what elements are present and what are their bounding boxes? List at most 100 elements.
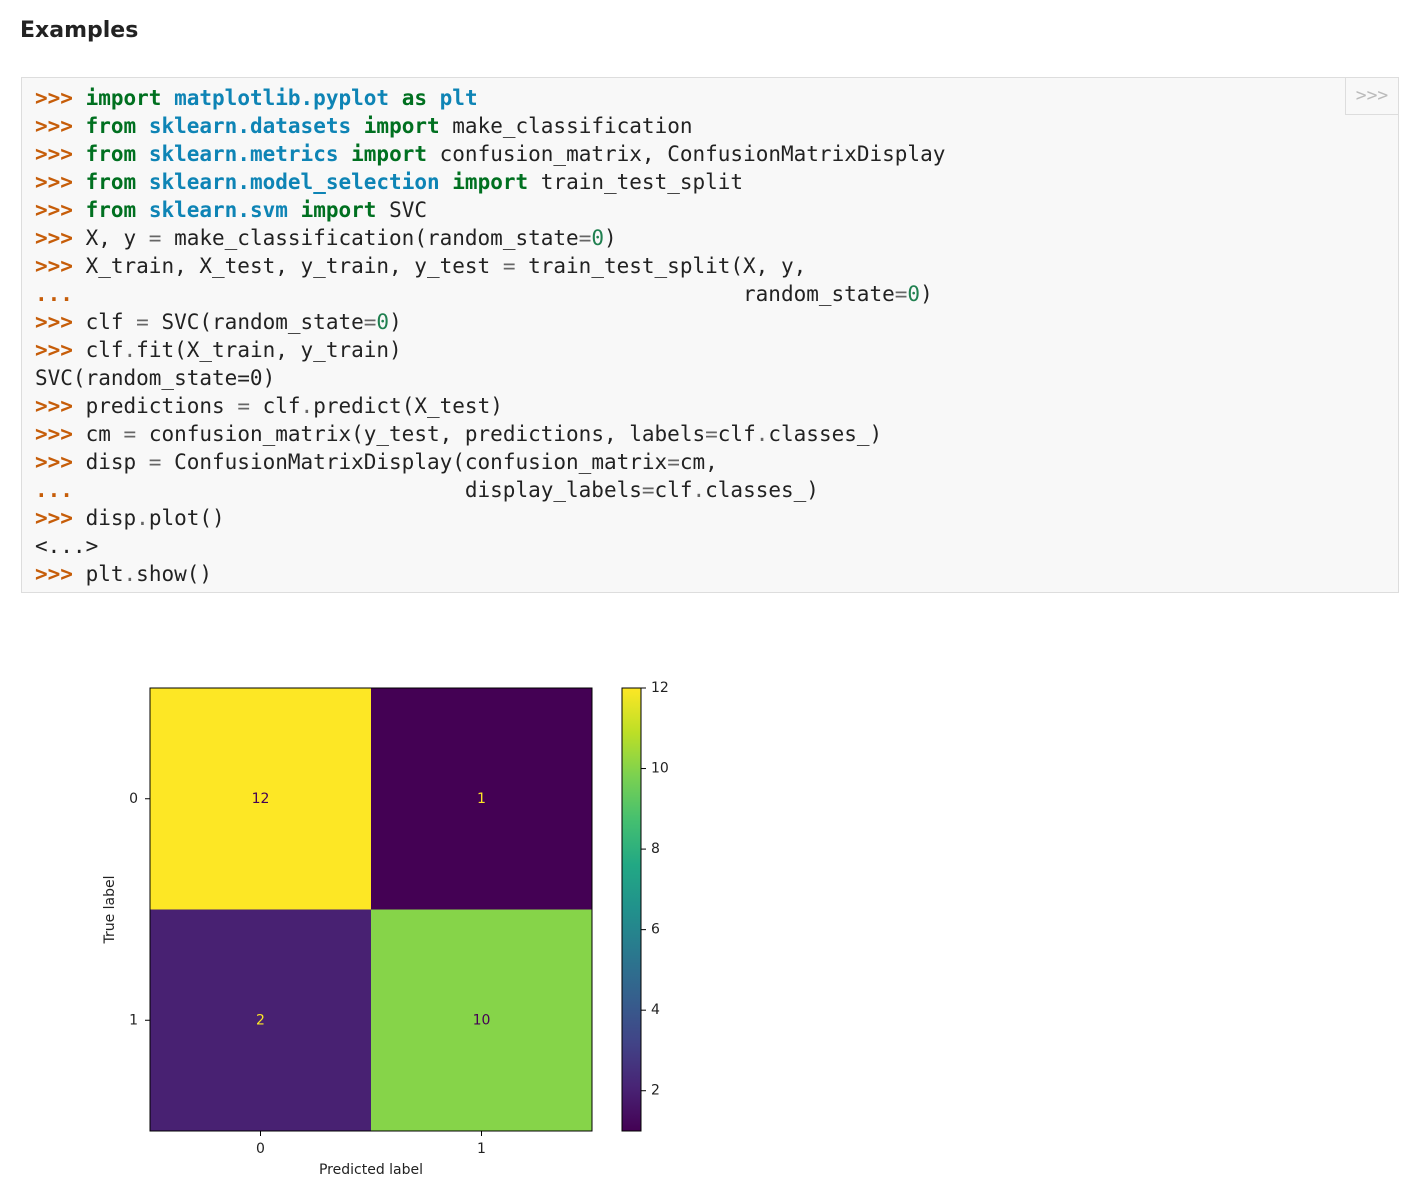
- code-token: fit(X_train, y_train): [136, 338, 402, 362]
- code-token: clf: [72, 310, 137, 334]
- code-token: sklearn.svm: [148, 198, 288, 222]
- code-token: confusion_matrix, ConfusionMatrixDisplay: [427, 142, 946, 166]
- code-token: import: [351, 142, 427, 166]
- code-token: from: [85, 198, 137, 222]
- code-token: make_classification: [439, 114, 693, 138]
- code-token: >>>: [35, 338, 73, 362]
- code-token: sklearn.model_selection: [148, 170, 440, 194]
- code-line: ... display_labels=clf.classes_): [35, 478, 819, 502]
- code-token: confusion_matrix(y_test, predictions, la…: [136, 422, 706, 446]
- code-token: =: [148, 226, 162, 250]
- code-block: >>> import matplotlib.pyplot as plt >>> …: [21, 77, 1399, 593]
- code-token: clf: [72, 338, 124, 362]
- code-token: X_train, X_test, y_train, y_test: [72, 254, 503, 278]
- code-line: >>> clf.fit(X_train, y_train): [35, 338, 402, 362]
- code-token: ConfusionMatrixDisplay(confusion_matrix: [161, 450, 668, 474]
- code-token: plot(): [148, 506, 225, 530]
- colorbar-tick-label: 4: [651, 1002, 660, 1018]
- code-token: =: [363, 310, 377, 334]
- code-token: ): [389, 310, 402, 334]
- heading: Examples: [20, 18, 139, 43]
- code-token: train_test_split: [528, 170, 744, 194]
- code-token: as: [401, 86, 427, 110]
- code: >>> import matplotlib.pyplot as plt >>> …: [22, 78, 1398, 594]
- code-token: ): [920, 282, 933, 306]
- code-token: predictions: [72, 394, 238, 418]
- colorbar-tick-label: 2: [651, 1083, 660, 1099]
- code-token: >>>: [35, 310, 73, 334]
- code-token: <...>: [35, 534, 99, 558]
- code-token: ...: [35, 478, 73, 502]
- code-line: >>> cm = confusion_matrix(y_test, predic…: [35, 422, 882, 446]
- code-token: ...: [35, 282, 73, 306]
- code-token: classes_): [705, 478, 819, 502]
- code-token: clf: [654, 478, 693, 502]
- code-token: =: [705, 422, 718, 446]
- code-token: import: [363, 114, 440, 138]
- code-token: SVC(random_state: [148, 310, 364, 334]
- code-token: import: [300, 198, 377, 222]
- cell-label: 2: [256, 1012, 265, 1028]
- code-line: >>> plt.show(): [35, 562, 212, 586]
- code-token: train_test_split(X, y,: [515, 254, 807, 278]
- code-token: X, y: [72, 226, 149, 250]
- code-line: ... random_state=0): [35, 282, 933, 306]
- code-line: >>> disp.plot(): [35, 506, 225, 530]
- colorbar-tick-label: 6: [651, 922, 660, 938]
- code-token: clf: [717, 422, 756, 446]
- code-token: sklearn.metrics: [148, 142, 339, 166]
- code-line: >>> from sklearn.model_selection import …: [35, 170, 743, 194]
- code-token: 0: [376, 310, 390, 334]
- code-token: cm,: [679, 450, 718, 474]
- code-token: show(): [136, 562, 213, 586]
- code-token: =: [578, 226, 592, 250]
- code-token: .: [300, 394, 314, 418]
- code-token: clf: [249, 394, 301, 418]
- code-token: 0: [907, 282, 921, 306]
- heatmap-cell: [150, 909, 371, 1131]
- code-token: =: [667, 450, 680, 474]
- code-token: .: [692, 478, 706, 502]
- code-line: >>> clf = SVC(random_state=0): [35, 310, 402, 334]
- code-token: >>>: [35, 254, 73, 278]
- colorbar-tick-label: 12: [651, 680, 669, 696]
- code-line: >>> disp = ConfusionMatrixDisplay(confus…: [35, 450, 718, 474]
- heatmap-cell: [371, 688, 592, 910]
- code-line: >>> from sklearn.metrics import confusio…: [35, 142, 945, 166]
- code-token: cm: [72, 422, 124, 446]
- code-token: disp: [72, 450, 149, 474]
- code-token: >>>: [35, 86, 73, 110]
- code-token: >>>: [35, 170, 73, 194]
- code-token: >>>: [35, 142, 73, 166]
- code-token: >>>: [35, 506, 73, 530]
- code-token: SVC: [376, 198, 427, 222]
- code-token: classes_): [768, 422, 883, 446]
- code-token: from: [85, 114, 137, 138]
- colorbar-tick-label: 10: [651, 761, 669, 777]
- code-token: =: [894, 282, 908, 306]
- code-token: random_state: [72, 282, 895, 306]
- code-line: >>> X, y = make_classification(random_st…: [35, 226, 617, 250]
- axes-frame: [149, 687, 593, 1132]
- code-token: import: [85, 86, 162, 110]
- cell-label: 1: [477, 791, 486, 807]
- code-token: >>>: [35, 450, 73, 474]
- copy-button[interactable]: >>>: [1345, 78, 1398, 115]
- code-token: make_classification(random_state: [161, 226, 579, 250]
- code-token: .: [123, 562, 137, 586]
- code-token: SVC(random_state=0): [35, 366, 276, 390]
- y-axis-label: True label: [102, 875, 118, 944]
- code-line: >>> predictions = clf.predict(X_test): [35, 394, 503, 418]
- code-token: >>>: [35, 198, 73, 222]
- code-line: >>> from sklearn.datasets import make_cl…: [35, 114, 693, 138]
- heatmap-cell: [150, 688, 371, 910]
- code-token: >>>: [35, 226, 73, 250]
- code-line: SVC(random_state=0): [35, 366, 275, 390]
- code-token: from: [85, 170, 137, 194]
- code-token: =: [136, 310, 149, 334]
- colorbar: [621, 687, 642, 1132]
- cell-label: 12: [252, 791, 270, 807]
- code-token: >>>: [35, 422, 73, 446]
- code-token: =: [237, 394, 250, 418]
